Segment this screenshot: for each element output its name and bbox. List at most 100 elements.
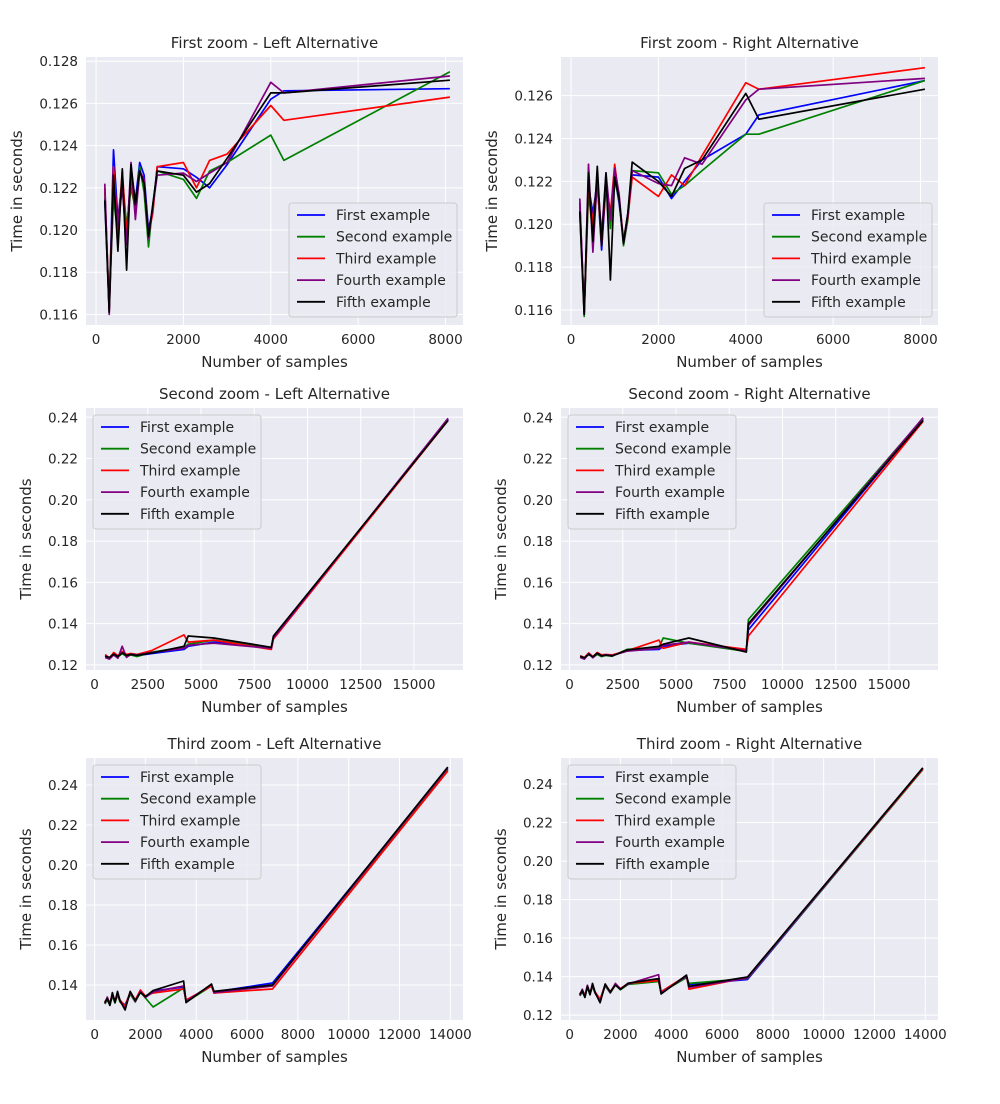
y-axis-label: Time in seconds <box>17 828 35 950</box>
legend-label: First example <box>615 420 709 436</box>
x-tick-label: 8000 <box>281 1027 315 1043</box>
y-tick-label: 0.16 <box>48 575 78 591</box>
y-tick-label: 0.120 <box>514 217 553 233</box>
legend-label: Third example <box>810 251 911 267</box>
legend-label: Third example <box>139 813 240 829</box>
x-tick-label: 12500 <box>339 677 382 693</box>
legend: First example Second example Third example… <box>92 414 262 530</box>
series-line <box>104 419 449 659</box>
chart-panel: 0 2500 5000 7500 10000 12500 15000 0.12 0.14 0.16… <box>17 385 463 716</box>
x-axis-label: Number of samples <box>201 1048 348 1066</box>
x-axis-label: Number of samples <box>201 353 348 371</box>
series-line <box>104 766 449 1011</box>
y-tick-label: 0.22 <box>523 452 553 468</box>
chart-title: Second zoom - Left Alternative <box>159 385 390 403</box>
legend-label: Second example <box>140 442 256 458</box>
y-tick-label: 0.14 <box>523 617 553 633</box>
y-tick-label: 0.122 <box>514 174 553 190</box>
series-line <box>579 419 924 659</box>
y-tick-label: 0.16 <box>523 575 553 591</box>
x-tick-label: 4000 <box>729 332 763 348</box>
x-tick-label: 6000 <box>705 1027 739 1043</box>
legend-label: Third example <box>614 813 715 829</box>
x-tick-label: 8000 <box>903 332 937 348</box>
y-tick-label: 0.124 <box>39 139 78 155</box>
legend-label: Fourth example <box>615 835 725 851</box>
legend-label: Fifth example <box>615 857 710 873</box>
y-tick-label: 0.20 <box>523 493 553 509</box>
legend-box <box>763 202 933 318</box>
x-axis-label: Number of samples <box>201 698 348 716</box>
y-axis-label: Time in seconds <box>483 130 501 252</box>
legend-box <box>92 414 262 530</box>
y-tick-label: 0.16 <box>48 938 78 954</box>
x-tick-label: 12500 <box>814 677 857 693</box>
y-axis-label: Time in seconds <box>492 828 510 950</box>
series-line <box>579 767 924 1004</box>
legend-label: Fifth example <box>140 507 235 523</box>
chart-title: Third zoom - Right Alternative <box>636 735 862 753</box>
y-tick-label: 0.22 <box>523 816 553 832</box>
legend-label: Third example <box>335 251 436 267</box>
y-tick-label: 0.14 <box>523 970 553 986</box>
legend-label: First example <box>140 420 234 436</box>
x-tick-label: 7500 <box>712 677 746 693</box>
x-tick-label: 14000 <box>429 1027 472 1043</box>
y-tick-label: 0.18 <box>523 534 553 550</box>
x-tick-label: 10000 <box>327 1027 370 1043</box>
legend-label: Fifth example <box>811 295 906 311</box>
x-tick-label: 0 <box>90 677 99 693</box>
legend-box <box>567 764 737 880</box>
chart-title: Second zoom - Right Alternative <box>628 385 870 403</box>
y-tick-label: 0.24 <box>523 777 553 793</box>
legend-box <box>92 764 262 880</box>
x-tick-label: 2000 <box>166 332 200 348</box>
chart-title: Third zoom - Left Alternative <box>166 735 381 753</box>
y-axis-label: Time in seconds <box>8 130 26 252</box>
y-tick-label: 0.20 <box>48 493 78 509</box>
legend-label: Second example <box>615 792 731 808</box>
legend-box <box>288 202 458 318</box>
y-tick-label: 0.118 <box>514 260 553 276</box>
y-tick-label: 0.12 <box>48 658 78 674</box>
x-tick-label: 0 <box>567 332 576 348</box>
y-tick-label: 0.126 <box>39 96 78 112</box>
legend: First example Second example Third example… <box>567 414 737 530</box>
x-tick-label: 12000 <box>378 1027 421 1043</box>
y-tick-label: 0.126 <box>514 89 553 105</box>
legend-label: First example <box>336 208 430 224</box>
legend-label: Fifth example <box>615 507 710 523</box>
chart-panel: 0 2000 4000 6000 8000 10000 12000 14000 0.14 0.16… <box>17 735 472 1066</box>
y-tick-label: 0.16 <box>523 931 553 947</box>
x-tick-label: 8000 <box>756 1027 790 1043</box>
y-tick-label: 0.24 <box>48 410 78 426</box>
x-tick-label: 2000 <box>603 1027 637 1043</box>
series-line <box>578 88 926 316</box>
legend-label: Fourth example <box>140 485 250 501</box>
y-tick-label: 0.12 <box>523 1008 553 1024</box>
y-axis-label: Time in seconds <box>17 478 35 600</box>
y-tick-label: 0.24 <box>48 778 78 794</box>
legend-label: Third example <box>139 463 240 479</box>
y-tick-label: 0.14 <box>48 978 78 994</box>
legend-box <box>567 414 737 530</box>
x-tick-label: 14000 <box>904 1027 947 1043</box>
y-tick-label: 0.122 <box>39 181 78 197</box>
chart-panel: 0 2500 5000 7500 10000 12500 15000 0.12 0.14 0.16… <box>492 385 938 716</box>
x-tick-label: 8000 <box>428 332 462 348</box>
legend: First example Second example Third example… <box>288 202 458 318</box>
y-tick-label: 0.18 <box>48 898 78 914</box>
y-tick-label: 0.118 <box>39 265 78 281</box>
legend-label: Fourth example <box>811 273 921 289</box>
legend-label: First example <box>140 770 234 786</box>
x-tick-label: 4000 <box>179 1027 213 1043</box>
chart-panel: 0 2000 4000 6000 8000 0.116 0.118 0.120 0.122 0.1… <box>8 34 463 371</box>
y-axis-label: Time in seconds <box>492 478 510 600</box>
x-tick-label: 15000 <box>393 677 436 693</box>
legend-label: First example <box>615 770 709 786</box>
legend: First example Second example Third example… <box>567 764 737 880</box>
x-tick-label: 0 <box>92 332 101 348</box>
y-tick-label: 0.116 <box>39 307 78 323</box>
x-tick-label: 10000 <box>286 677 329 693</box>
